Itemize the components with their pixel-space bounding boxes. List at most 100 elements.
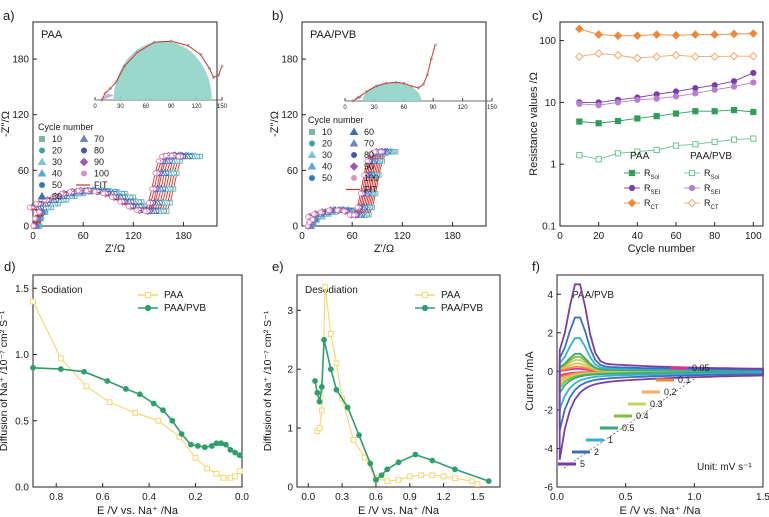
y-tick-label: 120 <box>12 110 29 121</box>
data-series <box>312 336 492 485</box>
data-point <box>208 443 215 449</box>
data-point <box>730 107 738 114</box>
legend-marker <box>307 150 317 158</box>
legend-marker <box>39 136 45 142</box>
plot-frame <box>296 274 501 488</box>
data-point <box>178 431 185 437</box>
inset-point <box>429 57 433 61</box>
data-point <box>710 30 719 39</box>
x-tick-label: 0.9 <box>403 492 417 503</box>
legend-label: 60 <box>52 192 62 202</box>
x-tick-label: 0.0 <box>550 492 564 503</box>
data-point <box>122 386 129 392</box>
legend-label-base: R <box>644 198 651 208</box>
inset-point <box>207 66 211 70</box>
legend-label: 70 <box>364 139 374 149</box>
y-tick-label: 0.5 <box>15 416 29 427</box>
data-point <box>384 466 391 473</box>
data-point <box>576 152 583 159</box>
legend-label: 20 <box>322 139 332 149</box>
y-tick-label: 0 <box>292 222 298 233</box>
y-tick-label: 0 <box>547 367 553 378</box>
inset-tick-label: 120 <box>192 104 203 110</box>
legend-label: PAA/PVB <box>164 303 206 314</box>
legend-label: 80 <box>94 146 104 156</box>
data-point <box>672 110 680 117</box>
legend-label-base: R <box>644 183 651 193</box>
inset-point <box>351 99 355 103</box>
data-point <box>750 69 757 77</box>
data-point <box>429 457 436 464</box>
y-tick-label: -6 <box>544 483 553 494</box>
data-point <box>730 78 738 85</box>
data-point <box>614 117 622 125</box>
x-tick-label: 60 <box>670 231 682 242</box>
data-point <box>152 170 158 176</box>
legend-marker <box>628 169 636 177</box>
legend-label-sub: Sol <box>651 175 660 181</box>
inset-point <box>374 84 378 88</box>
x-tick-label: 80 <box>709 231 721 242</box>
legend-label: 40 <box>52 169 62 179</box>
legend-label: 20 <box>52 146 62 156</box>
data-point <box>361 454 368 461</box>
legend-label: 90 <box>364 162 374 172</box>
data-point <box>155 158 162 164</box>
y-tick-label: 0.0 <box>15 483 29 494</box>
data-point <box>614 150 622 157</box>
data-point <box>333 360 340 367</box>
data-point <box>672 142 680 149</box>
data-point <box>729 51 739 61</box>
inset-point <box>217 73 221 77</box>
data-point <box>318 407 325 414</box>
y-tick-label: 2 <box>287 365 293 376</box>
panel-title: PAA <box>41 29 63 41</box>
legend-header: PAA <box>630 151 650 162</box>
data-point <box>750 79 757 86</box>
x-axis-label: E /V vs. Na⁺ /Na <box>620 505 702 517</box>
data-point <box>201 444 208 451</box>
legend-label: 30 <box>322 150 332 160</box>
data-point <box>145 200 152 206</box>
inset-point <box>123 64 127 68</box>
y-tick-label: 4 <box>547 290 553 301</box>
panel-label: f) <box>532 259 540 274</box>
data-point <box>204 465 211 472</box>
legend-marker <box>349 127 359 135</box>
data-point <box>57 366 64 372</box>
data-point <box>150 400 157 407</box>
x-tick-label: 100 <box>745 231 762 242</box>
data-point <box>220 474 227 481</box>
data-point <box>614 99 622 106</box>
data-point <box>309 216 316 223</box>
inset-tick-label: 150 <box>487 105 498 111</box>
y-tick-label: 1.0 <box>15 350 29 361</box>
legend-marker <box>39 147 45 154</box>
data-point <box>334 207 340 213</box>
inset-point <box>169 39 173 43</box>
data-point <box>749 29 758 38</box>
legend-label: PAA <box>164 290 184 301</box>
x-tick-label: 60 <box>78 231 90 242</box>
inset-point <box>220 64 224 68</box>
x-tick-label: 180 <box>175 231 192 242</box>
legend-marker <box>421 304 429 312</box>
panel-label: e) <box>272 259 284 274</box>
inset-plot: 0 30 60 90 120 150 <box>343 43 498 111</box>
data-point <box>232 449 238 456</box>
legend-label: RSol <box>644 168 659 181</box>
data-point <box>108 194 115 200</box>
x-tick-label: 0.3 <box>335 492 349 503</box>
y-axis-label: -Z''/Ω <box>269 111 281 137</box>
inset-point <box>357 95 361 99</box>
data-series <box>30 364 243 459</box>
inset-fill-region <box>113 41 212 100</box>
y-tick-label: 60 <box>287 166 299 177</box>
data-point <box>30 364 36 371</box>
legend-label: 80 <box>364 150 374 160</box>
legend-marker <box>309 175 315 181</box>
panel-label: a) <box>3 8 15 23</box>
data-point <box>671 30 681 40</box>
series-line <box>579 28 754 37</box>
data-point <box>633 31 642 41</box>
